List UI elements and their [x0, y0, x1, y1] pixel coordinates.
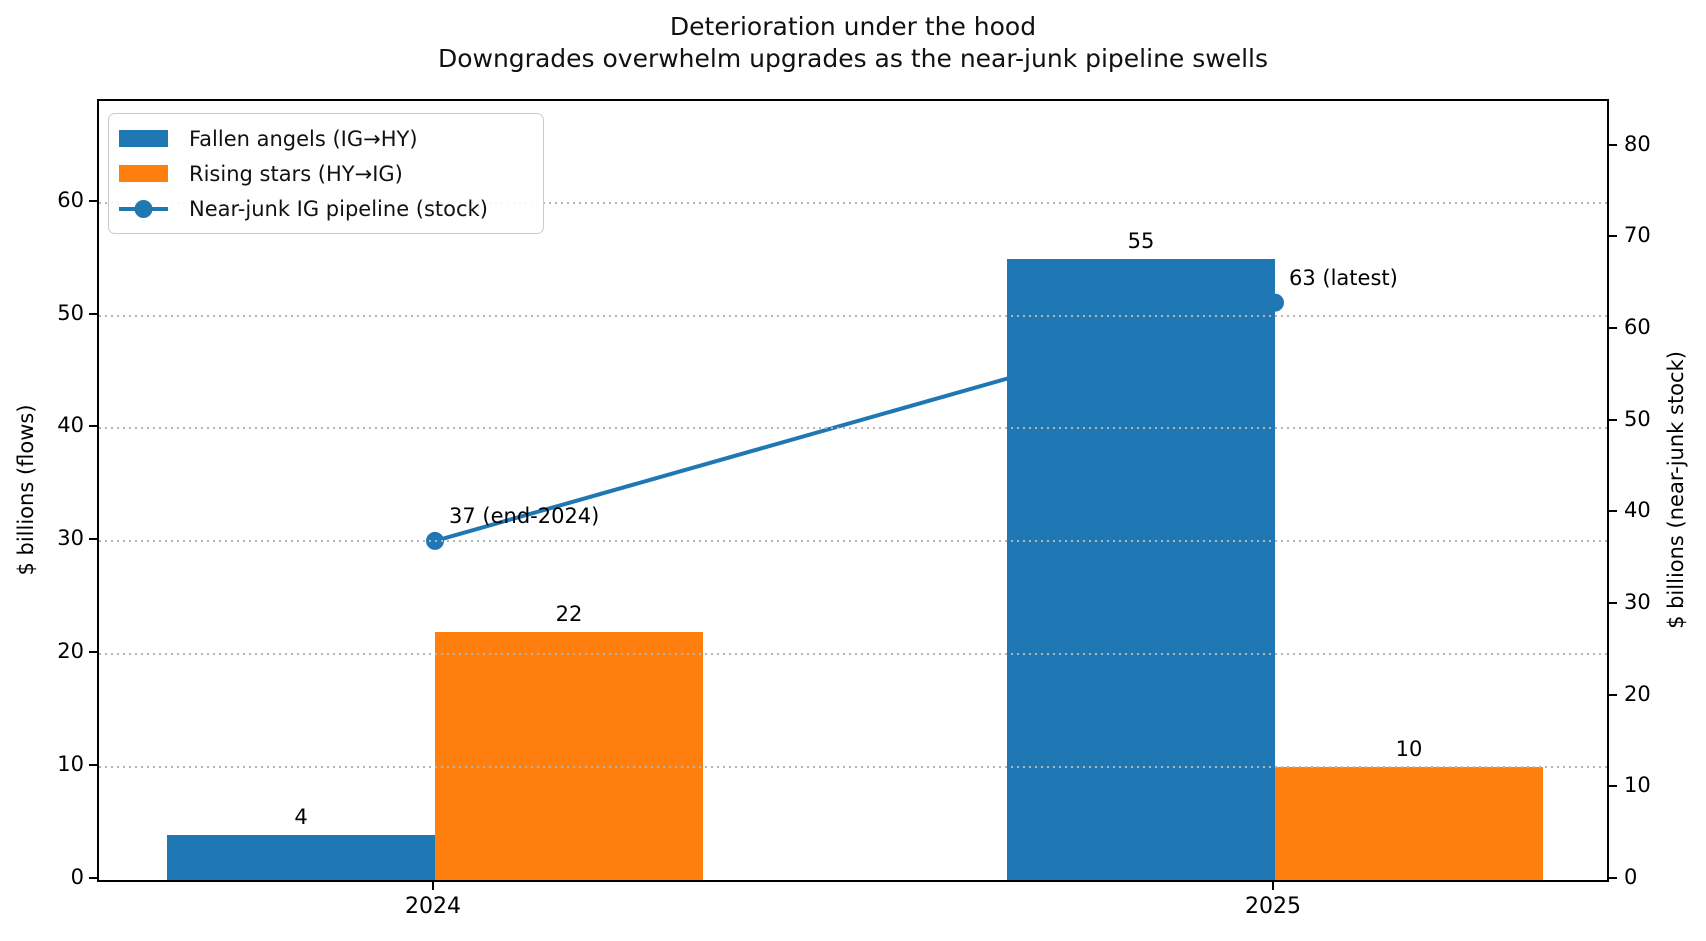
tick-mark: [89, 312, 97, 315]
chart-title-block: Deterioration under the hood Downgrades …: [97, 11, 1609, 75]
tick-mark: [432, 882, 434, 890]
legend-row-rising-stars: Rising stars (HY→IG): [119, 156, 531, 191]
chart-subtitle: Downgrades overwhelm upgrades as the nea…: [437, 44, 1269, 73]
bar-rising-stars-2024: [435, 631, 703, 880]
tick-mark: [89, 764, 97, 767]
legend-row-pipeline: Near-junk IG pipeline (stock): [119, 191, 531, 226]
line-point-annotation: 63 (latest): [1289, 265, 1398, 290]
tick-label: 20: [1624, 681, 1651, 706]
legend-line-marker-icon: [119, 198, 168, 220]
tick-label: 30: [1624, 590, 1651, 615]
legend-label: Near-junk IG pipeline (stock): [189, 196, 488, 221]
bar-value-label: 55: [1127, 229, 1155, 254]
tick-mark: [1609, 143, 1617, 146]
bar-fallen-angels-2025: [1007, 259, 1275, 880]
tick-mark: [1609, 877, 1617, 879]
tick-mark: [89, 199, 97, 202]
tick-label: 0: [1624, 865, 1638, 889]
tick-mark: [1609, 327, 1617, 330]
tick-label: 10: [57, 752, 84, 777]
line-point-annotation: 37 (end-2024): [449, 503, 600, 528]
tick-label: 70: [1624, 223, 1651, 248]
tick-label: 40: [1624, 498, 1651, 523]
right-axis-title: $ billions (near-junk stock): [1664, 351, 1688, 629]
bar-rising-stars-2025: [1275, 767, 1543, 880]
tick-mark: [1609, 235, 1617, 238]
tick-label: 2024: [405, 894, 461, 919]
legend-row-fallen-angels: Fallen angels (IG→HY): [119, 121, 531, 156]
bar-value-label: 10: [1395, 737, 1423, 762]
tick-mark: [1609, 510, 1617, 513]
legend-swatch-orange: [119, 165, 168, 182]
legend: Fallen angels (IG→HY) Rising stars (HY→I…: [108, 113, 544, 234]
tick-label: 40: [57, 413, 84, 438]
tick-label: 60: [57, 187, 84, 212]
bar-fallen-angels-2024: [167, 834, 435, 880]
tick-label: 60: [1624, 315, 1651, 340]
tick-mark: [1609, 693, 1617, 696]
tick-label: 20: [57, 639, 84, 664]
tick-mark: [1609, 418, 1617, 421]
legend-swatch-blue: [119, 130, 168, 147]
tick-label: 80: [1624, 131, 1651, 156]
tick-label: 0: [70, 865, 84, 889]
tick-mark: [89, 877, 97, 879]
tick-mark: [1609, 602, 1617, 605]
tick-mark: [1272, 882, 1274, 890]
bar-value-label: 22: [555, 601, 583, 626]
tick-label: 50: [57, 300, 84, 325]
tick-label: 30: [57, 526, 84, 551]
tick-mark: [89, 538, 97, 541]
tick-mark: [89, 651, 97, 654]
line-point-marker: [426, 531, 444, 550]
plot-area: 4 55 22 10 37 (end-2024) 63 (latest): [97, 99, 1609, 882]
tick-label: 10: [1624, 773, 1651, 798]
tick-mark: [89, 425, 97, 428]
tick-label: 50: [1624, 406, 1651, 431]
chart-title: Deterioration under the hood: [669, 12, 1037, 41]
legend-label: Rising stars (HY→IG): [189, 161, 403, 186]
legend-label: Fallen angels (IG→HY): [189, 126, 418, 151]
tick-label: 2025: [1245, 894, 1301, 919]
tick-mark: [1609, 785, 1617, 788]
bar-value-label: 4: [294, 804, 308, 829]
